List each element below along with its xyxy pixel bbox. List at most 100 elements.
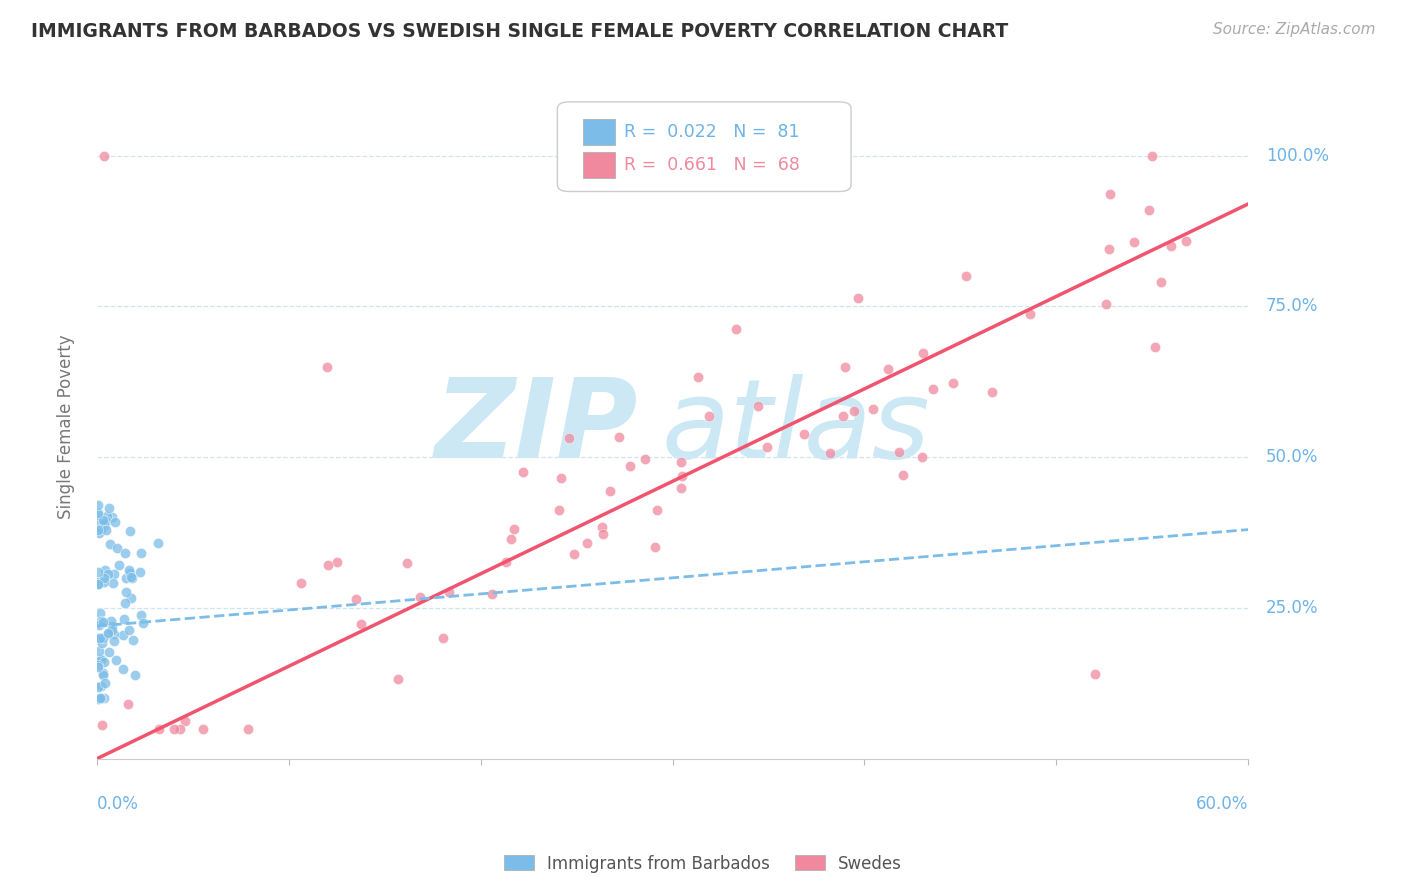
Point (86, 574, 108, 589)
Point (432, 631, 454, 645)
Point (290, 576, 312, 591)
Text: 25.0%: 25.0% (1265, 599, 1319, 617)
Point (93, 655, 115, 669)
Point (1122, 235, 1144, 250)
Point (437, 585, 460, 599)
Text: IMMIGRANTS FROM BARBADOS VS SWEDISH SINGLE FEMALE POVERTY CORRELATION CHART: IMMIGRANTS FROM BARBADOS VS SWEDISH SING… (31, 22, 1008, 41)
Point (169, 722, 191, 736)
Point (93, 571, 115, 585)
Point (90, 690, 112, 705)
Point (619, 458, 641, 473)
Point (129, 546, 152, 560)
Point (105, 653, 128, 667)
Point (686, 370, 709, 384)
Point (107, 558, 129, 572)
Point (90, 679, 112, 693)
Point (671, 482, 693, 496)
Point (326, 554, 349, 568)
FancyBboxPatch shape (582, 152, 614, 178)
Point (97, 566, 120, 581)
Point (131, 616, 153, 631)
Point (91, 718, 114, 732)
Text: 60.0%: 60.0% (1197, 796, 1249, 814)
Point (90, 653, 112, 667)
Point (148, 722, 170, 736)
Point (645, 503, 668, 517)
Point (86, 566, 108, 580)
Point (562, 547, 585, 561)
Point (124, 668, 146, 682)
Point (891, 467, 914, 482)
Point (1142, 148, 1164, 162)
Text: ZIP: ZIP (434, 374, 638, 481)
Point (1174, 234, 1197, 248)
Point (887, 444, 910, 458)
Point (981, 385, 1004, 400)
Point (103, 633, 125, 648)
Point (395, 556, 418, 570)
FancyBboxPatch shape (557, 102, 851, 192)
Point (1019, 307, 1042, 321)
Point (120, 570, 142, 584)
Point (121, 571, 143, 585)
Point (101, 618, 124, 632)
Point (89, 632, 111, 646)
Point (90, 614, 112, 628)
Point (846, 291, 869, 305)
Point (87, 523, 110, 537)
Point (89, 690, 111, 705)
Text: Source: ZipAtlas.com: Source: ZipAtlas.com (1212, 22, 1375, 37)
Point (575, 536, 598, 550)
Point (112, 612, 135, 626)
Text: R =  0.022   N =  81: R = 0.022 N = 81 (624, 123, 800, 141)
Point (793, 427, 815, 442)
Point (911, 346, 934, 360)
Point (922, 382, 945, 396)
Point (911, 450, 934, 465)
Point (599, 483, 621, 498)
Point (104, 515, 127, 529)
Point (86, 577, 108, 591)
Point (93, 575, 115, 590)
Point (344, 591, 367, 606)
Point (942, 376, 965, 391)
Point (87, 632, 110, 647)
Point (91, 615, 114, 629)
Point (114, 571, 136, 585)
Point (118, 566, 141, 580)
Point (87, 526, 110, 541)
Point (842, 404, 865, 418)
Point (87, 508, 110, 522)
Point (90, 652, 112, 666)
Point (91, 666, 114, 681)
Point (409, 591, 432, 605)
Point (609, 430, 631, 444)
Point (103, 567, 125, 582)
Point (86, 692, 108, 706)
Text: 100.0%: 100.0% (1265, 146, 1329, 165)
Point (1143, 340, 1166, 354)
Point (114, 595, 136, 609)
Point (316, 558, 339, 572)
Point (94, 515, 117, 529)
Point (120, 591, 142, 605)
Point (238, 722, 260, 736)
Point (481, 587, 503, 601)
Point (644, 541, 666, 555)
Point (103, 627, 125, 641)
Point (87, 660, 110, 674)
Point (94, 563, 117, 577)
Point (89, 607, 111, 621)
Point (96, 625, 118, 640)
Point (129, 607, 152, 622)
Point (558, 431, 581, 445)
Point (86, 506, 108, 520)
Point (91, 668, 114, 682)
Point (547, 503, 569, 517)
Point (87, 643, 110, 657)
Point (755, 440, 778, 454)
Point (93, 516, 115, 531)
Point (1137, 203, 1160, 218)
Point (112, 628, 135, 642)
Point (86, 499, 108, 513)
